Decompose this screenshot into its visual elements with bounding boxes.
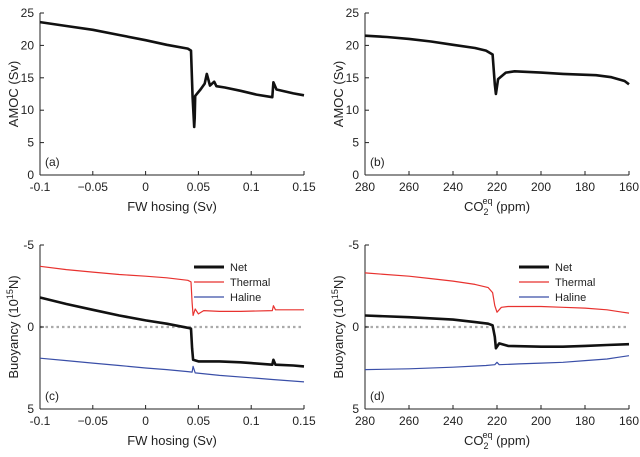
y-tick-label: 15: [346, 71, 360, 85]
x-tick-label: 220: [487, 414, 507, 428]
y-tick-label: -5: [348, 238, 359, 252]
x-tick-label: 220: [487, 180, 507, 194]
y-tick-label: 20: [21, 38, 35, 52]
x-tick-label: 280: [355, 180, 375, 194]
y-tick-label: 15: [21, 71, 35, 85]
x-tick-label: 0: [142, 414, 149, 428]
x-axis-label: FW hosing (Sv): [127, 433, 217, 448]
y-tick-label: 0: [27, 320, 34, 334]
x-tick-label: 0.05: [187, 414, 211, 428]
series-line-thermal: [364, 272, 630, 314]
x-tick-label: 260: [399, 414, 419, 428]
legend-label-net: Net: [555, 262, 572, 274]
panel-label: (a): [45, 155, 60, 169]
x-axis-label: FW hosing (Sv): [127, 199, 217, 214]
legend-label-thermal: Thermal: [555, 277, 595, 289]
x-tick-label: 200: [531, 414, 551, 428]
y-tick-label: 20: [346, 38, 360, 52]
panel-label: (d): [370, 389, 385, 403]
x-tick-label: 0: [142, 180, 149, 194]
panel-label: (b): [370, 155, 385, 169]
series-line-0: [39, 20, 305, 129]
x-tick-label: 0.1: [243, 414, 260, 428]
x-tick-label: 180: [575, 414, 595, 428]
y-axis-label: AMOC (Sv): [6, 61, 21, 127]
y-tick-label: 10: [21, 103, 35, 117]
series-line-thermal: [39, 265, 304, 317]
y-tick-label: 5: [27, 402, 34, 416]
series-line-net: [364, 314, 630, 350]
y-tick-label: 5: [352, 136, 359, 150]
y-tick-label: 0: [352, 320, 359, 334]
legend-label-net: Net: [230, 262, 247, 274]
x-axis-label: CO2eq (ppm): [464, 430, 530, 451]
y-tick-label: 0: [27, 168, 34, 182]
x-tick-label: 160: [619, 180, 639, 194]
x-tick-label: 0.05: [187, 180, 211, 194]
x-tick-label: -0.1: [30, 414, 51, 428]
panel-b: 280 260 240 220 200 180 160 0 5 10 15 20 25 (b) CO2eq …: [331, 6, 639, 217]
series-line-haline: [39, 357, 305, 383]
y-axis-label: Buoyancy (1015N): [330, 275, 346, 378]
legend-label-haline: Haline: [555, 292, 586, 304]
y-axis-label: AMOC (Sv): [331, 61, 346, 127]
x-tick-label: −0.05: [78, 414, 109, 428]
panel-label: (c): [45, 389, 59, 403]
x-tick-label: 0.15: [292, 414, 316, 428]
legend-label-thermal: Thermal: [230, 277, 270, 289]
series-line-0: [364, 34, 630, 96]
x-tick-label: 260: [399, 180, 419, 194]
panel-c: -0.1 −0.05 0 0.05 0.1 0.15 -5 0 5 Net Thermal Halin…: [5, 238, 316, 448]
x-tick-label: 240: [443, 414, 463, 428]
x-tick-label: 240: [443, 180, 463, 194]
series-line-net: [39, 296, 305, 368]
legend-label-haline: Haline: [230, 292, 261, 304]
x-tick-label: 200: [531, 180, 551, 194]
series-line-haline: [364, 355, 630, 371]
y-tick-label: 0: [352, 168, 359, 182]
x-tick-label: −0.05: [78, 180, 109, 194]
y-tick-label: -5: [23, 238, 34, 252]
y-tick-label: 10: [346, 103, 360, 117]
x-tick-label: 0.15: [292, 180, 316, 194]
x-axis-label: CO2eq (ppm): [464, 196, 530, 217]
y-axis-label: Buoyancy (1015N): [5, 275, 21, 378]
x-tick-label: 0.1: [243, 180, 260, 194]
x-tick-label: 280: [355, 414, 375, 428]
y-tick-label: 25: [21, 6, 35, 20]
y-tick-label: 25: [346, 6, 360, 20]
x-tick-label: 180: [575, 180, 595, 194]
y-tick-label: 5: [27, 136, 34, 150]
panel-d: 280 260 240 220 200 180 160 -5 0 5 Net Thermal Halin…: [330, 238, 639, 451]
panel-a: -0.1 −0.05 0 0.05 0.1 0.15 0 5 10 15 20 25 (a) FW hos…: [6, 6, 316, 214]
x-tick-label: -0.1: [30, 180, 51, 194]
y-tick-label: 5: [352, 402, 359, 416]
x-tick-label: 160: [619, 414, 639, 428]
